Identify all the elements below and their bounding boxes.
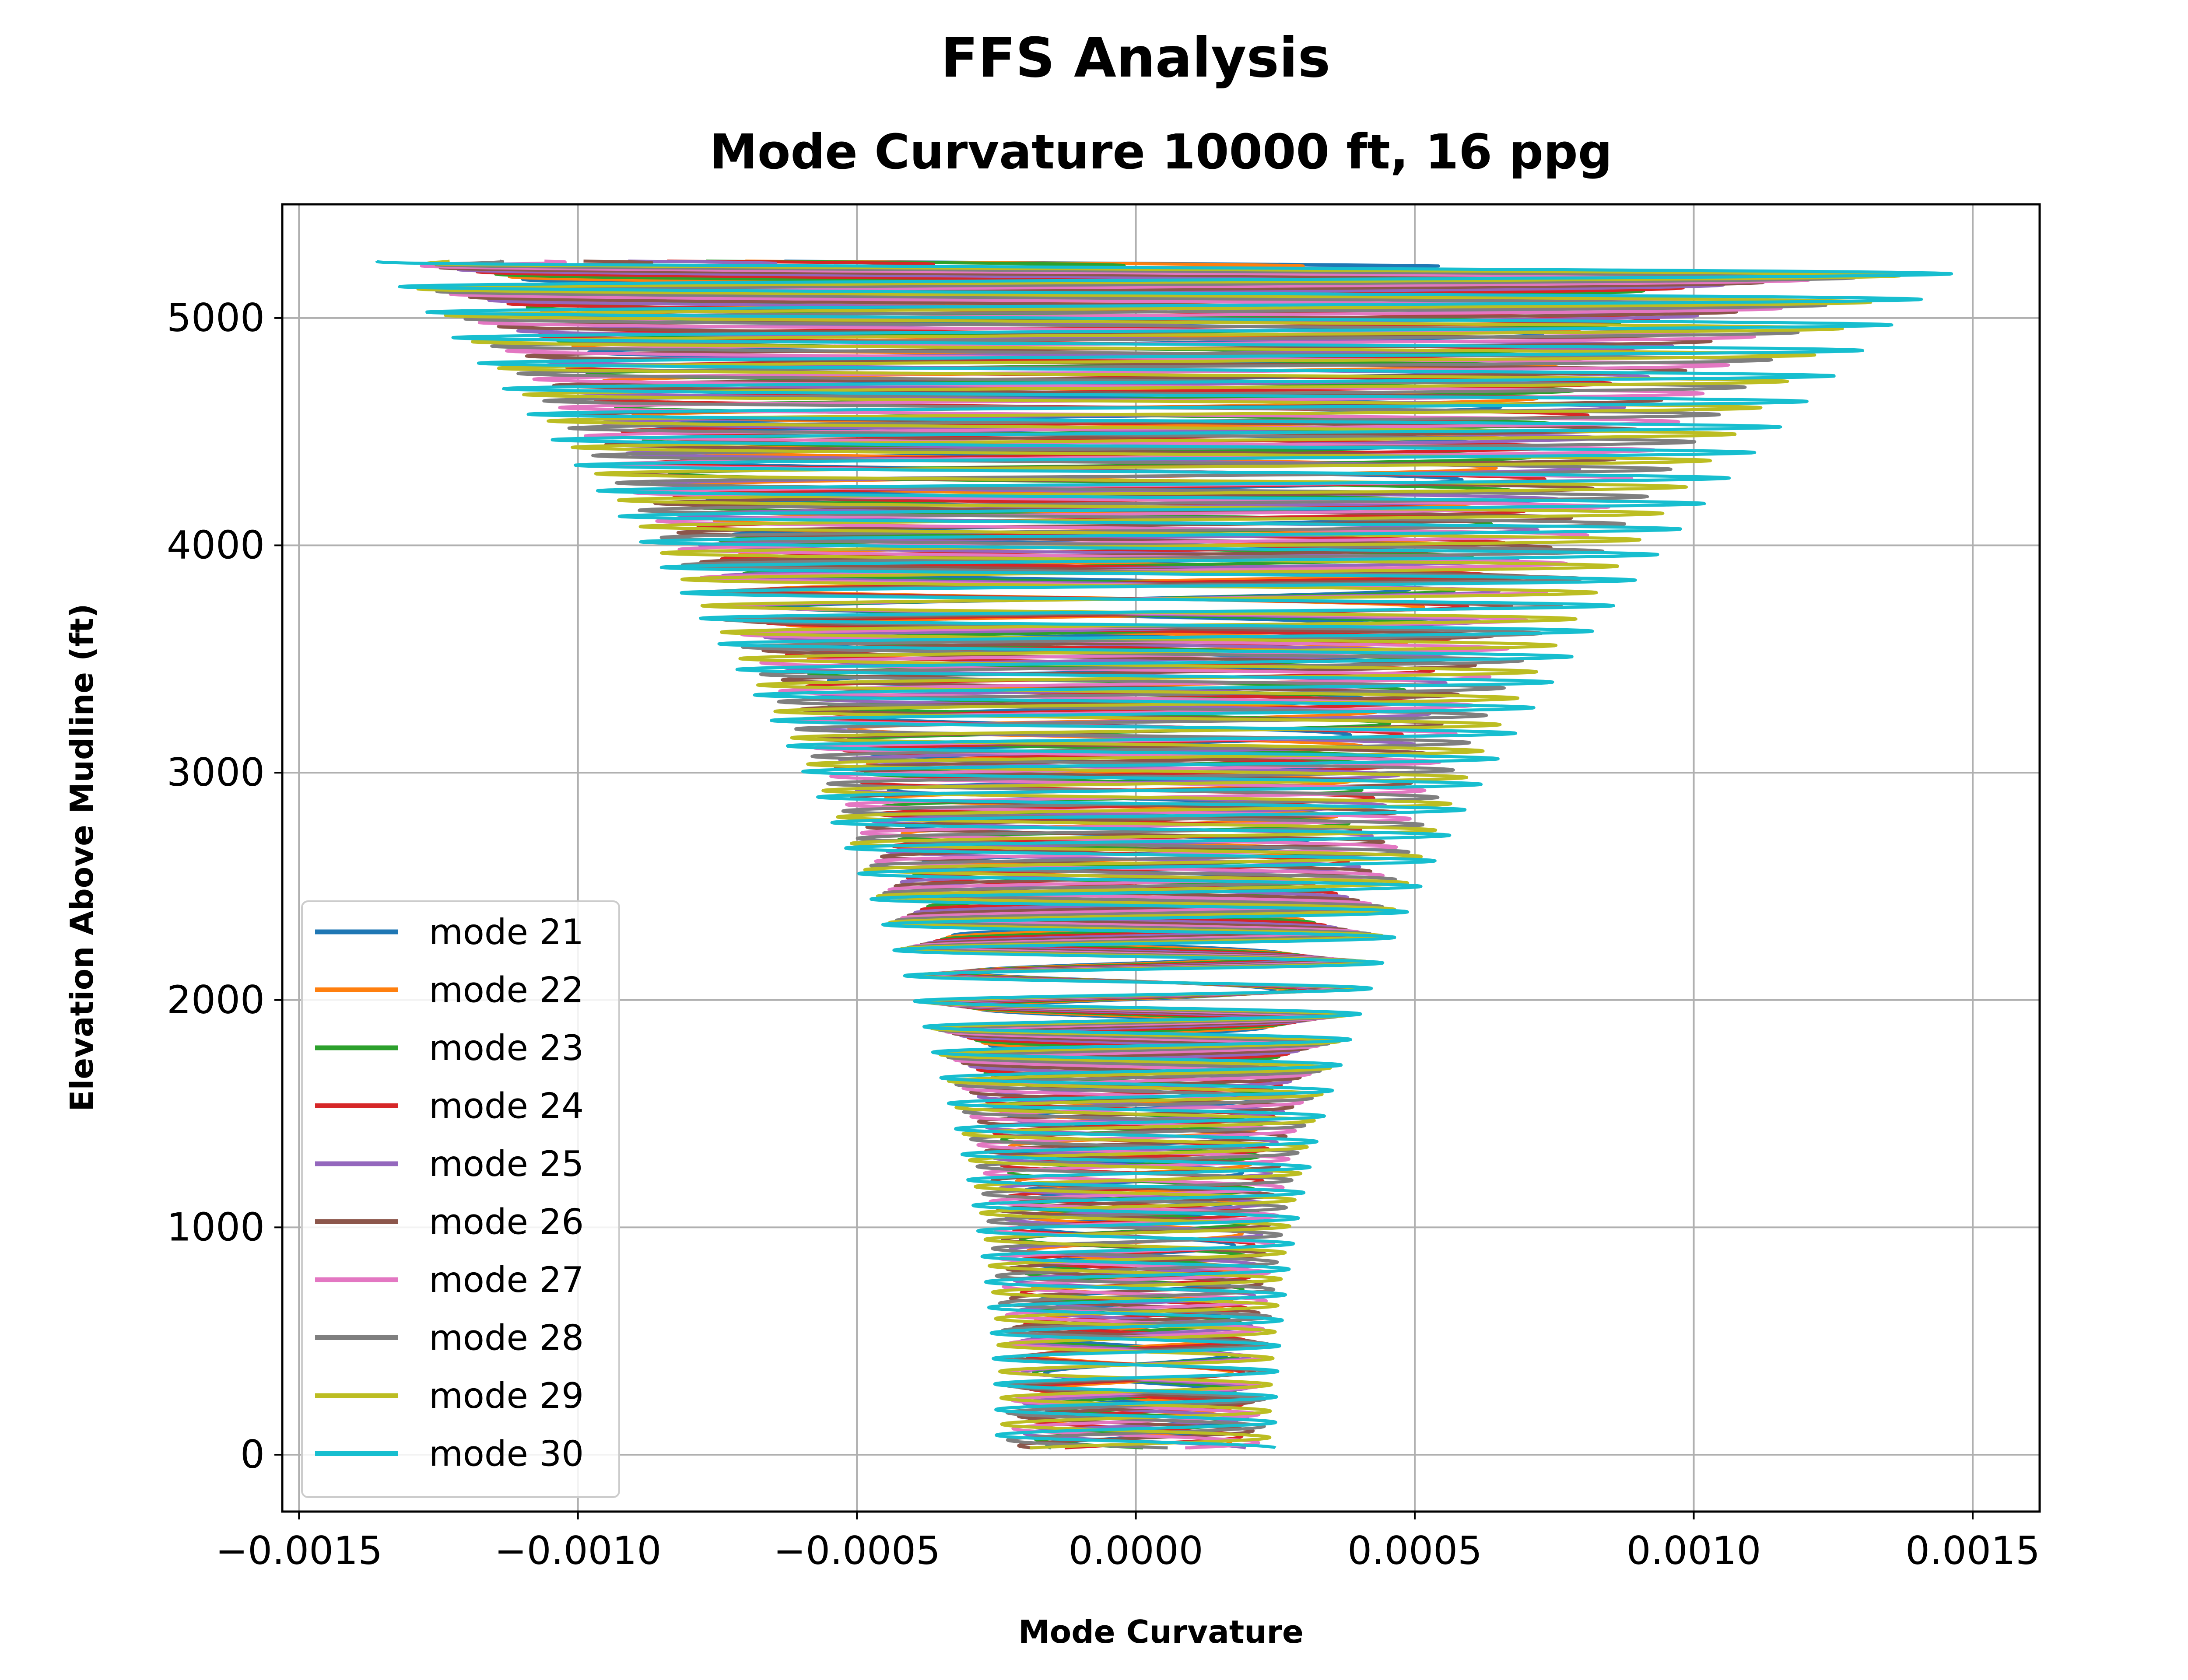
y-axis: 0 1000 2000 3000 4000 5000	[167, 295, 282, 1477]
x-axis-label: Mode Curvature	[1018, 1614, 1304, 1650]
y-tick-label: 5000	[167, 295, 265, 340]
y-tick-label: 4000	[167, 522, 265, 567]
series-line-mode-30	[375, 260, 1953, 1449]
y-tick-label: 2000	[167, 977, 265, 1022]
y-tick-label: 3000	[167, 750, 265, 795]
legend-label: mode 26	[429, 1202, 584, 1242]
x-tick-label: 0.0005	[1347, 1528, 1482, 1573]
x-tick-label: −0.0015	[215, 1528, 382, 1573]
legend-label: mode 21	[429, 912, 584, 952]
x-axis: −0.0015 −0.0010 −0.0005 0.0000 0.0005 0.0010 0…	[215, 1512, 2040, 1573]
legend-label: mode 30	[429, 1434, 584, 1474]
figure-suptitle: FFS Analysis	[941, 26, 1330, 90]
chart-title: Mode Curvature 10000 ft, 16 ppg	[709, 124, 1612, 180]
series-line-mode-29	[416, 259, 1902, 1449]
plot-frame	[281, 203, 2041, 1513]
legend-label: mode 28	[429, 1318, 584, 1358]
legend-label: mode 27	[429, 1260, 584, 1300]
series-group	[375, 259, 1953, 1449]
legend-label: mode 23	[429, 1028, 584, 1068]
legend-label: mode 25	[429, 1144, 584, 1184]
x-tick-label: −0.0010	[494, 1528, 662, 1573]
x-tick-label: 0.0010	[1627, 1528, 1761, 1573]
legend-label: mode 29	[429, 1376, 584, 1416]
legend-label: mode 22	[429, 970, 584, 1011]
legend: mode 21 mode 22 mode 23 mode 24 mode 25 mode …	[301, 900, 620, 1498]
y-tick-label: 0	[240, 1432, 265, 1477]
y-tick-label: 1000	[167, 1204, 265, 1250]
legend-label: mode 24	[429, 1086, 584, 1127]
y-axis-label: Elevation Above Mudline (ft)	[63, 603, 100, 1111]
x-tick-label: −0.0005	[773, 1528, 940, 1573]
x-tick-label: 0.0000	[1069, 1528, 1203, 1573]
x-tick-label: 0.0015	[1905, 1528, 2040, 1573]
